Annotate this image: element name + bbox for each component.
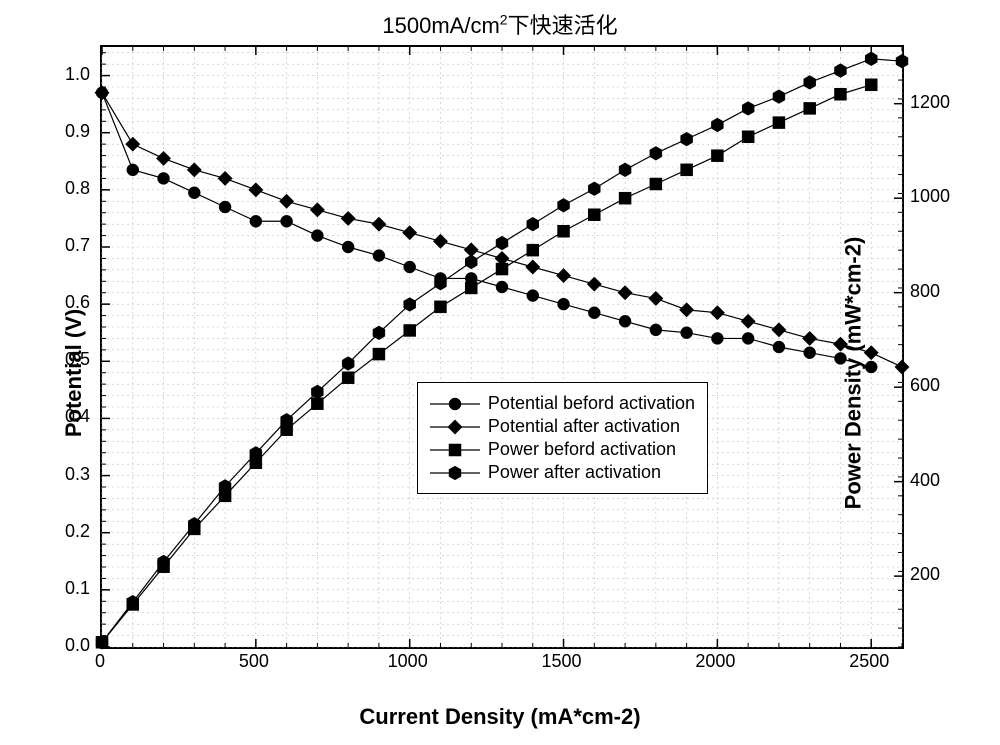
title-sup: 2 xyxy=(500,12,508,28)
title-suffix: 下快速活化 xyxy=(508,13,618,38)
legend-marker-square xyxy=(430,442,480,458)
tick-label: 0.8 xyxy=(65,178,90,199)
legend-label: Power after activation xyxy=(488,462,661,483)
tick-label: 0.1 xyxy=(65,578,90,599)
tick-label: 0.4 xyxy=(65,406,90,427)
plot-svg xyxy=(102,47,902,647)
tick-label: 2500 xyxy=(849,651,889,672)
x-axis-label: Current Density (mA*cm-2) xyxy=(0,704,1000,730)
tick-label: 0.3 xyxy=(65,464,90,485)
tick-label: 0.9 xyxy=(65,121,90,142)
tick-label: 800 xyxy=(910,281,940,302)
tick-label: 0.2 xyxy=(65,521,90,542)
tick-label: 0.5 xyxy=(65,349,90,370)
legend-row: Power beford activation xyxy=(430,439,695,460)
legend-marker-diamond xyxy=(430,419,480,435)
legend-label: Potential beford activation xyxy=(488,393,695,414)
tick-label: 1500 xyxy=(542,651,582,672)
tick-label: 0.7 xyxy=(65,235,90,256)
legend-row: Power after activation xyxy=(430,462,695,483)
tick-label: 600 xyxy=(910,375,940,396)
tick-label: 1200 xyxy=(910,92,950,113)
tick-label: 400 xyxy=(910,470,940,491)
chart-title: 1500mA/cm2下快速活化 xyxy=(0,8,1000,40)
plot-area xyxy=(100,45,904,649)
tick-label: 1.0 xyxy=(65,64,90,85)
tick-label: 1000 xyxy=(388,651,428,672)
legend-row: Potential after activation xyxy=(430,416,695,437)
chart-container: 1500mA/cm2下快速活化 Current Density (mA*cm-2… xyxy=(0,0,1000,745)
legend-marker-circle xyxy=(430,396,480,412)
tick-label: 1000 xyxy=(910,186,950,207)
tick-label: 0.0 xyxy=(65,635,90,656)
tick-label: 200 xyxy=(910,564,940,585)
legend-row: Potential beford activation xyxy=(430,393,695,414)
y-axis-label-right: Power Density (mW*cm-2) xyxy=(841,236,867,509)
tick-label: 0 xyxy=(95,651,105,672)
title-prefix: 1500mA/cm xyxy=(382,13,499,38)
legend-marker-hexagon xyxy=(430,465,480,481)
tick-label: 0.6 xyxy=(65,292,90,313)
legend: Potential beford activationPotential aft… xyxy=(417,382,708,494)
tick-label: 2000 xyxy=(695,651,735,672)
legend-label: Power beford activation xyxy=(488,439,676,460)
tick-label: 500 xyxy=(239,651,269,672)
legend-label: Potential after activation xyxy=(488,416,680,437)
